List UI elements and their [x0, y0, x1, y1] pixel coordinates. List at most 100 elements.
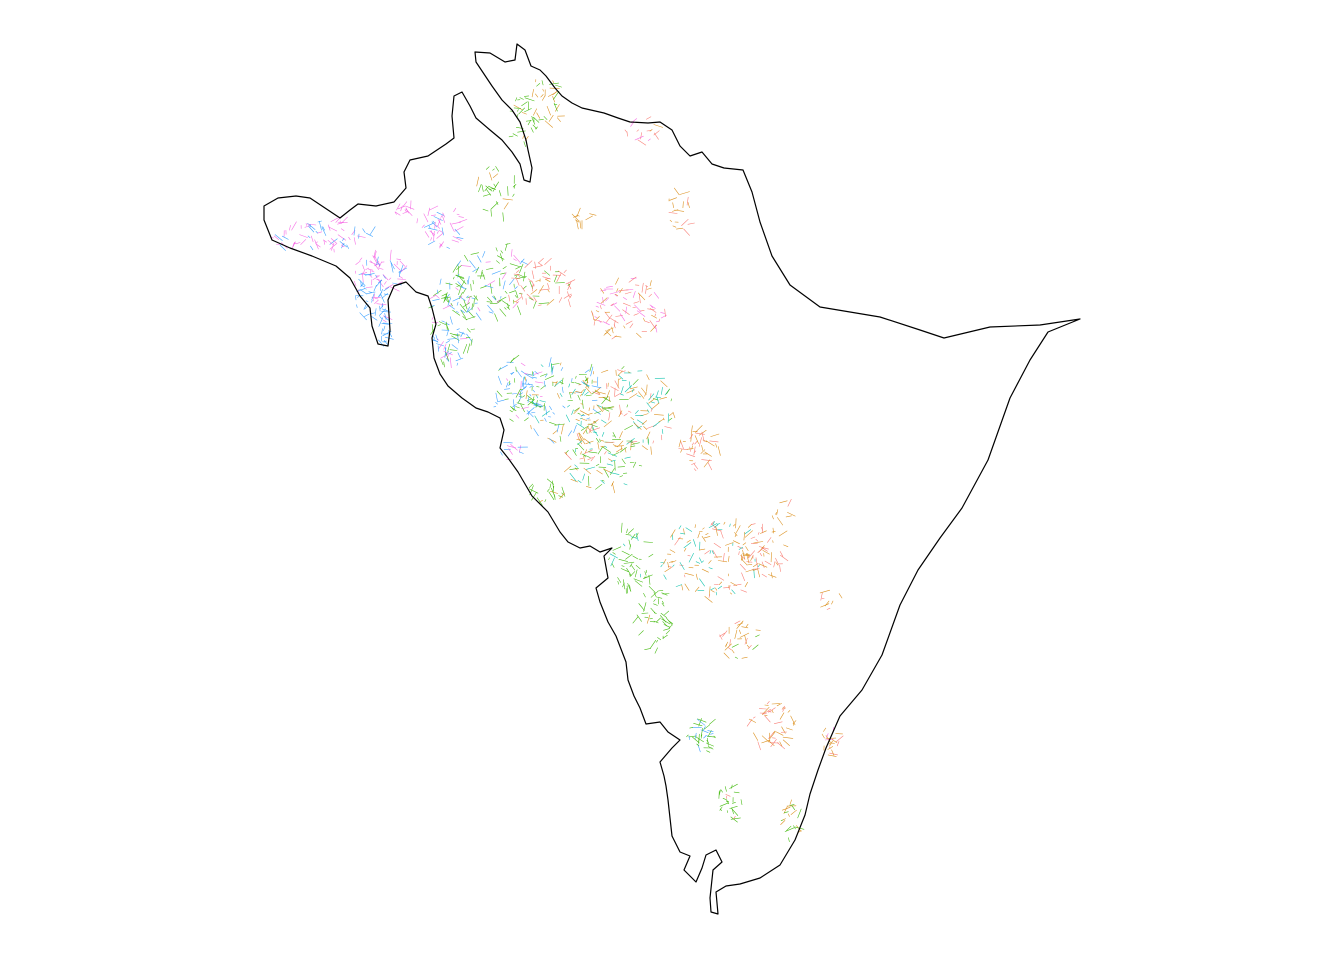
vegetation-patch [650, 446, 652, 455]
vegetation-patch [693, 468, 697, 472]
vegetation-patch [621, 370, 626, 373]
vegetation-patch [608, 412, 611, 421]
vegetation-patch [353, 237, 356, 245]
vegetation-patch [485, 166, 490, 170]
vegetation-patch [590, 427, 601, 432]
vegetation-patch [548, 491, 555, 501]
vegetation-patch [742, 549, 746, 560]
vegetation-patch [383, 315, 393, 320]
vegetation-patch [429, 294, 437, 299]
vegetation-patch [551, 366, 554, 375]
vegetation-patch [715, 587, 718, 591]
vegetation-patch [513, 104, 523, 110]
vegetation-patch [397, 278, 406, 280]
vegetation-patch [777, 517, 784, 526]
vegetation-patch [757, 547, 765, 553]
vegetation-patch [318, 221, 322, 231]
vegetation-patch [717, 523, 721, 525]
vegetation-patch [635, 564, 641, 570]
vegetation-patch [369, 261, 378, 265]
vegetation-patch [374, 263, 380, 270]
vegetation-patch [467, 296, 471, 305]
vegetation-patch [511, 393, 518, 395]
vegetation-patch [625, 320, 633, 325]
vegetation-patch [559, 381, 564, 385]
vegetation-patch [452, 297, 460, 302]
vegetation-patch [362, 264, 365, 270]
vegetation-patch [718, 789, 721, 796]
vegetation-patch [602, 296, 604, 304]
vegetation-patch [374, 298, 379, 300]
vegetation-patch [725, 641, 729, 647]
vegetation-patch [585, 215, 593, 221]
vegetation-patch [821, 733, 825, 739]
vegetation-patch [783, 806, 788, 814]
vegetation-patch [486, 301, 493, 303]
vegetation-patch [600, 479, 605, 484]
vegetation-patch [787, 498, 792, 507]
vegetation-patch [490, 209, 492, 217]
vegetation-patch [437, 218, 441, 227]
vegetation-patch [533, 296, 538, 303]
vegetation-patch [527, 373, 535, 376]
vegetation-patch [441, 320, 445, 323]
vegetation-patch [579, 457, 584, 460]
vegetation-patch [374, 251, 377, 259]
vegetation-patch [731, 801, 736, 804]
vegetation-patch [556, 423, 560, 433]
vegetation-patch [620, 386, 624, 394]
vegetation-patch [617, 374, 624, 380]
vegetation-patch [727, 647, 732, 651]
vegetation-patch [428, 225, 431, 229]
vegetation-patch [556, 117, 561, 122]
vegetation-patch [740, 589, 747, 593]
vegetation-patch [584, 391, 589, 396]
vegetation-patch [527, 382, 530, 386]
vegetation-patch [699, 578, 705, 587]
vegetation-patch [621, 565, 625, 567]
vegetation-patch [538, 285, 544, 294]
vegetation-patch [694, 586, 700, 592]
vegetation-patch [360, 271, 368, 275]
vegetation-patch [672, 202, 674, 208]
vegetation-patch [656, 395, 660, 404]
vegetation-patch [672, 564, 675, 567]
vegetation-patch [623, 325, 626, 329]
vegetation-patch [764, 560, 772, 565]
vegetation-patch [485, 267, 494, 270]
vegetation-patch [768, 740, 775, 747]
vegetation-patch [667, 566, 673, 568]
vegetation-patch [645, 285, 647, 294]
vegetation-patch [457, 281, 465, 289]
vegetation-patch [514, 286, 518, 290]
vegetation-patch [717, 446, 721, 456]
vegetation-patch [635, 532, 639, 538]
vegetation-patch [632, 290, 636, 298]
vegetation-patch [524, 260, 533, 268]
vegetation-patch [526, 407, 535, 415]
vegetation-patch [661, 386, 663, 395]
vegetation-patch [460, 331, 464, 338]
vegetation-patch [571, 213, 580, 222]
vegetation-patch [669, 197, 678, 201]
vegetation-patch [518, 392, 523, 396]
vegetation-patch [625, 553, 633, 560]
vegetation-patch [650, 607, 656, 614]
vegetation-patch [771, 515, 774, 520]
vegetation-patch [429, 205, 439, 211]
vegetation-patch [439, 243, 443, 247]
vegetation-patch [541, 410, 550, 417]
vegetation-patch [502, 212, 504, 222]
vegetation-patch [709, 550, 711, 554]
vegetation-patch [591, 311, 594, 316]
vegetation-patch [686, 539, 691, 543]
vegetation-patch [634, 569, 638, 578]
vegetation-patch [826, 607, 831, 610]
vegetation-patch [567, 404, 571, 408]
vegetation-patch [665, 630, 670, 635]
vegetation-patch [614, 387, 616, 397]
vegetation-patch [627, 410, 632, 413]
vegetation-patch [621, 522, 623, 533]
vegetation-patch [697, 718, 707, 723]
vegetation-patch [772, 527, 774, 534]
